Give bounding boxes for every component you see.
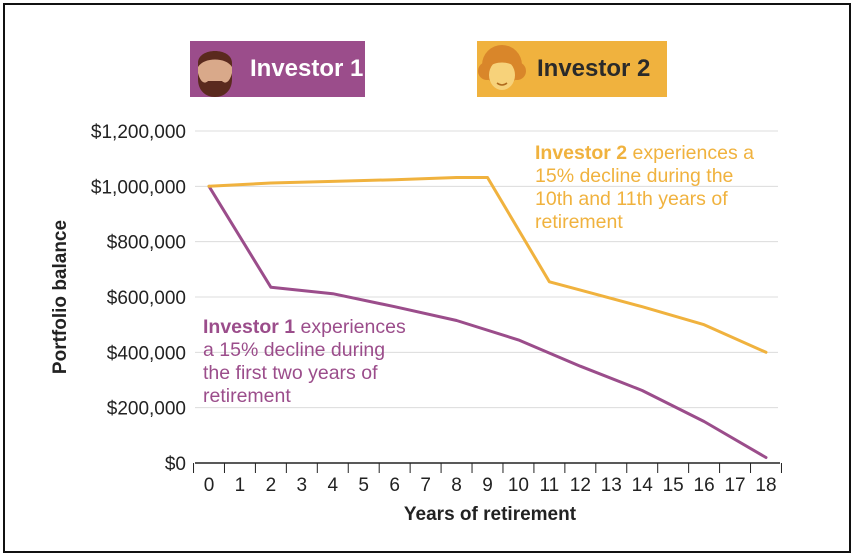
x-tick-labels: 0 1 2 3 4 5 6 7 8 9 10 11 12 13 14 15 16 17 18: [193, 463, 782, 496]
x-tick-label: 7: [420, 475, 431, 496]
series-line-investor-1: [207, 184, 768, 459]
x-tick-label: 6: [389, 475, 400, 496]
annotation-investor-2-text: experiences a 15% decline during the 10t…: [535, 142, 754, 233]
annotation-investor-1-text: experiences a 15% decline during the fir…: [203, 316, 406, 407]
y-tick-label: $800,000: [107, 233, 186, 254]
x-tick-label: 1: [235, 475, 246, 496]
legend-investor-1: Investor 1: [190, 41, 365, 97]
curly-hair-woman-icon: [477, 41, 527, 97]
x-tick-label: 11: [540, 475, 560, 496]
x-tick-label: 13: [601, 475, 622, 496]
x-tick-label: 8: [451, 475, 462, 496]
bearded-man-icon: [190, 41, 240, 97]
y-tick-label: $1,200,000: [91, 122, 186, 143]
legend-investor-1-label: Investor 1: [240, 41, 365, 97]
y-tick-label: $400,000: [107, 343, 186, 364]
x-tick-label: 14: [632, 475, 654, 496]
annotation-investor-2-bold: Investor 2: [535, 142, 628, 164]
x-tick-label: 0: [204, 475, 215, 496]
legend-investor-2-label: Investor 2: [527, 41, 667, 97]
x-axis-label: Years of retirement: [404, 504, 577, 525]
series-line-investor-2: [207, 176, 768, 354]
x-tick-label: 3: [297, 475, 308, 496]
y-tick-label: $0: [165, 454, 186, 475]
x-tick-label: 15: [663, 475, 684, 496]
x-tick-label: 10: [508, 475, 529, 496]
x-tick-label: 9: [482, 475, 493, 496]
x-tick-label: 2: [266, 475, 277, 496]
annotation-investor-1: Investor 1 experiences a 15% decline dur…: [203, 316, 443, 408]
y-tick-label: $200,000: [107, 399, 186, 420]
x-tick-label: 18: [755, 475, 776, 496]
y-tick-label: $600,000: [107, 288, 186, 309]
y-tick-label: $1,000,000: [91, 177, 186, 198]
y-axis-label: Portfolio balance: [50, 220, 71, 374]
annotation-investor-2: Investor 2 experiences a 15% decline dur…: [535, 142, 795, 234]
x-tick-label: 16: [694, 475, 715, 496]
legend-investor-2: Investor 2: [477, 41, 667, 97]
x-tick-label: 12: [570, 475, 591, 496]
y-tick-labels: $0 $200,000 $400,000 $600,000 $800,000 $1,000…: [91, 122, 186, 475]
gridlines: [195, 130, 778, 409]
annotation-investor-1-bold: Investor 1: [203, 316, 296, 338]
series-lines: [207, 176, 768, 459]
chart-frame: [3, 3, 851, 553]
x-tick-label: 17: [724, 475, 745, 496]
x-tick-label: 5: [358, 475, 369, 496]
x-tick-label: 4: [327, 475, 338, 496]
